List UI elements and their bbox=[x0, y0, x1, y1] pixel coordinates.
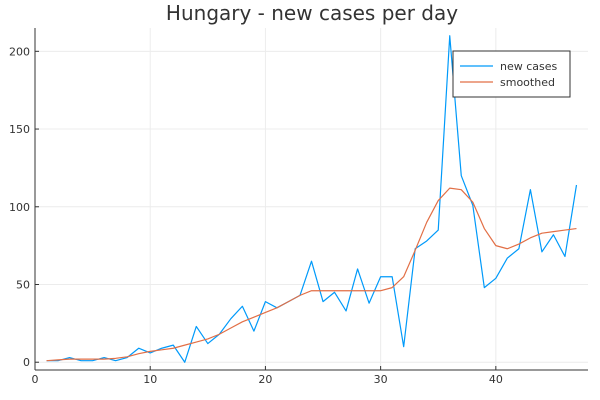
y-tick-label: 200 bbox=[9, 45, 30, 58]
series-line-smoothed bbox=[46, 187, 577, 362]
legend-label-smoothed: smoothed bbox=[500, 76, 555, 89]
y-tick-label: 0 bbox=[23, 356, 30, 369]
series-line-new-cases bbox=[46, 35, 578, 363]
legend: new cases smoothed bbox=[452, 50, 571, 98]
y-tick-label: 150 bbox=[9, 123, 30, 136]
legend-box bbox=[452, 50, 571, 98]
series-lines bbox=[46, 35, 578, 363]
x-tick-label: 30 bbox=[374, 373, 388, 386]
x-tick-label: 10 bbox=[143, 373, 157, 386]
y-tick-label: 100 bbox=[9, 201, 30, 214]
legend-label-new-cases: new cases bbox=[500, 60, 558, 73]
tick-labels: 0 10 20 30 40 0 50 100 150 200 bbox=[9, 45, 503, 386]
x-tick-label: 20 bbox=[258, 373, 272, 386]
chart-title: Hungary - new cases per day bbox=[166, 1, 458, 25]
y-tick-label: 50 bbox=[16, 279, 30, 292]
x-tick-label: 0 bbox=[32, 373, 39, 386]
x-tick-label: 40 bbox=[489, 373, 503, 386]
